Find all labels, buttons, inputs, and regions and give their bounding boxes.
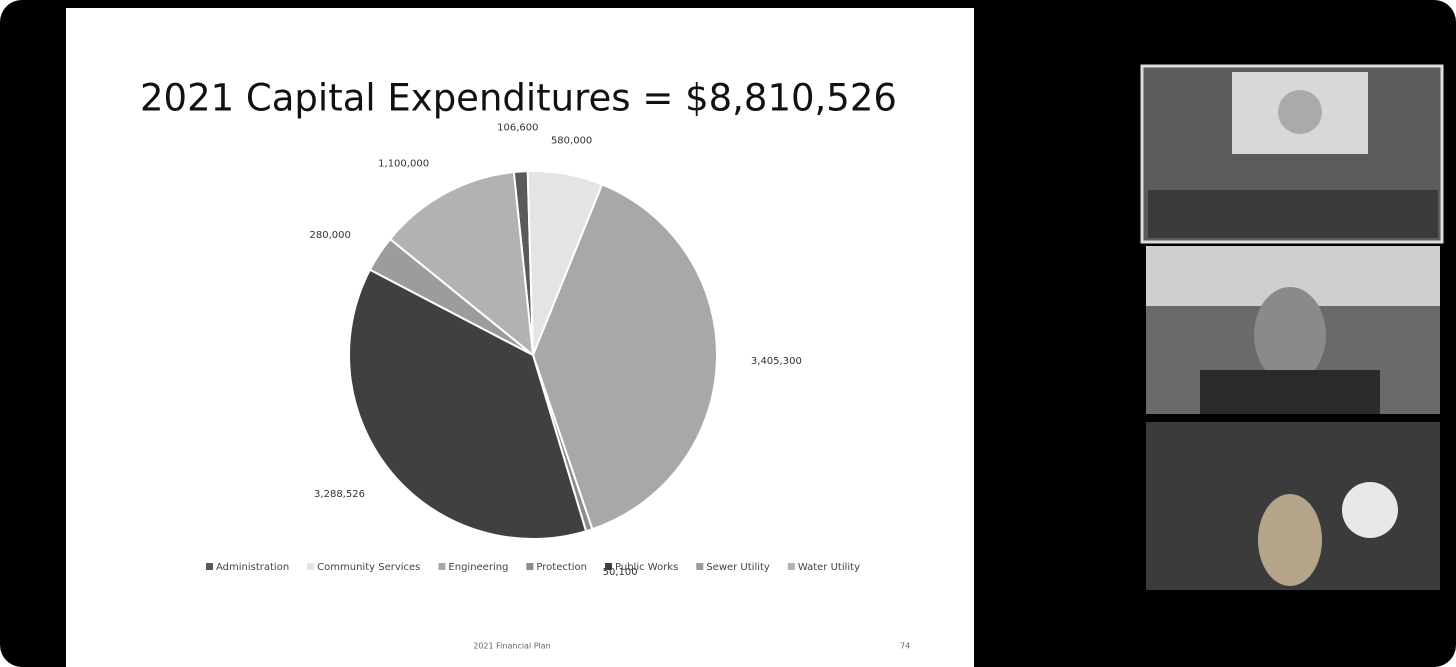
legend-swatch bbox=[307, 563, 315, 570]
data-label: 580,000 bbox=[551, 135, 592, 146]
legend-swatch bbox=[696, 563, 704, 570]
data-label: 3,405,300 bbox=[751, 356, 802, 367]
pie-slice bbox=[348, 268, 588, 540]
chart-title: 2021 Capital Expenditures = $8,810,526 bbox=[140, 77, 897, 120]
data-label: 1,100,000 bbox=[378, 158, 429, 169]
legend-label: Administration bbox=[216, 562, 289, 573]
pie-slice bbox=[388, 170, 535, 358]
legend-swatch bbox=[205, 563, 213, 570]
video-content bbox=[1200, 370, 1380, 414]
legend-label: Engineering bbox=[448, 562, 508, 573]
legend-swatch bbox=[438, 563, 446, 570]
legend-label: Community Services bbox=[317, 562, 420, 573]
video-content bbox=[1342, 482, 1398, 538]
pie-slice bbox=[531, 183, 718, 531]
data-label: 106,600 bbox=[497, 123, 538, 134]
legend-swatch bbox=[787, 563, 795, 570]
data-label: 50,100 bbox=[603, 567, 638, 578]
page-number: 74 bbox=[900, 642, 910, 651]
video-content bbox=[1278, 90, 1322, 134]
legend-label: Public Works bbox=[615, 562, 678, 573]
legend-label: Protection bbox=[536, 562, 587, 573]
video-content bbox=[1254, 287, 1326, 383]
video-content bbox=[1258, 494, 1322, 586]
legend-swatch bbox=[526, 563, 534, 570]
data-label: 3,288,526 bbox=[314, 489, 365, 500]
video-content bbox=[1148, 190, 1438, 238]
legend-label: Water Utility bbox=[798, 562, 860, 573]
data-label: 280,000 bbox=[310, 230, 351, 241]
legend-label: Sewer Utility bbox=[706, 562, 770, 573]
legend-swatch bbox=[605, 563, 612, 570]
footer-text: 2021 Financial Plan bbox=[473, 642, 551, 651]
